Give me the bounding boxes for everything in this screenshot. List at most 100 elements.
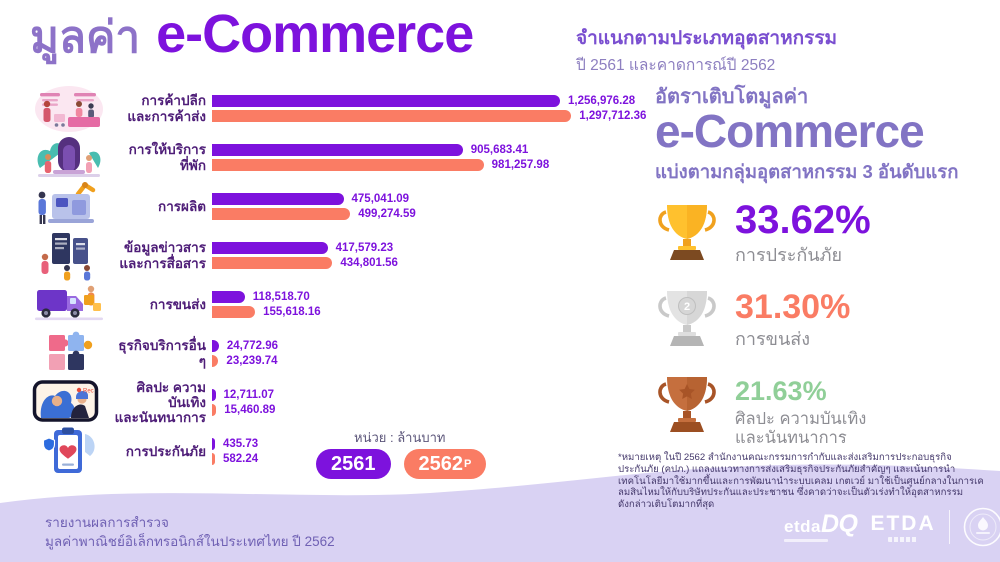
bar-group: 24,772.96 23,239.74 [212,340,643,367]
growth-heading-line1: อัตราเติบโตมูลค่า [655,86,809,108]
bar-value: 23,239.74 [226,355,278,367]
puzzle-services-icon [49,331,93,370]
bar-line: 24,772.96 [212,340,643,352]
chart-row-icon-cell [28,328,110,380]
legend-2561-label: 2561 [331,452,376,475]
rank-label: การประกันภัย [735,244,843,265]
bar-value: 118,518.70 [252,291,310,303]
bar-value: 155,618.16 [263,306,321,318]
bar-2562 [212,453,215,465]
category-label: การค้าปลีก และการค้าส่ง [127,93,206,124]
chart-row-transport: การขนส่ง 118,518.70 155,618.16 [28,280,643,329]
bar-group: 435.73 582.24 [212,438,643,465]
rank-text: 33.62% การประกันภัย [735,200,871,266]
bar-2561 [212,438,215,450]
bar-2562 [212,208,351,220]
svg-text:2: 2 [684,301,690,313]
source-note: รายงานผลการสำรวจ มูลค่าพาณิชย์อิเล็กทรอน… [45,514,335,552]
bar-2562 [212,257,333,269]
bar-chart: การค้าปลีก และการค้าส่ง 1,256,976.28 1,297… [28,84,646,476]
svg-text:Rec: Rec [83,388,94,394]
rank-percent: 31.30% [735,287,851,326]
bar-value: 417,579.23 [335,242,394,254]
bar-value: 1,297,712.36 [579,110,647,122]
factory-icon [38,181,96,224]
category-label: ธุรกิจบริการอื่น ๆ [118,338,206,369]
insurance-clipboard-icon [42,427,95,473]
chart-row-info: ข้อมูลข่าวสาร และการสื่อสาร 417,579.23 434… [28,231,643,280]
growth-rank-2: 2 31.30% การขนส่ง [655,286,999,359]
legend-2561: 2561 [316,449,391,479]
category-label: ศิลปะ ความบันเทิง และนันทนาการ [114,379,206,426]
page-title-thai: มูลค่า [30,13,141,62]
information-communication-icon [41,232,91,280]
bar-2562 [212,110,572,122]
chart-row-icon-cell [28,181,110,233]
footnote: *หมายเหตุ ในปี 2562 สำนักงานคณะกรรมการกำ… [618,452,984,511]
bar-line: 981,257.98 [212,159,643,171]
chart-legend: 2561 2562 P [316,449,487,479]
chart-row-icon-cell [28,230,110,282]
rank-label: การขนส่ง [735,328,811,349]
subtitle-line1: จำแนกตามประเภทอุตสาหกรรม [576,28,838,49]
bronze-trophy-icon [658,376,716,432]
page-title-ecommerce: e-Commerce [156,4,474,64]
bar-group: 905,683.41 981,257.98 [212,144,643,171]
legend-2562-label: 2562 [418,452,464,475]
category-label: การประกันภัย [125,443,206,459]
bar-group: 475,041.09 499,274.59 [212,193,643,220]
subtitle-line2: ปี 2561 และคาดการณ์ปี 2562 [576,56,776,74]
chart-row-icon-cell [28,84,110,134]
bar-2561 [212,144,463,156]
etda-dq-logo-text: etda [784,517,821,536]
growth-heading-ecommerce: e-Commerce [655,105,925,157]
bar-line: 499,274.59 [212,208,643,220]
bar-2562 [212,404,217,416]
bar-line: 1,297,712.36 [212,110,646,122]
trophy-cell [655,200,719,273]
etda-dq-tagline [784,539,828,542]
etda-dq-logo: etda DQ [784,512,858,542]
bar-value: 1,256,976.28 [568,95,636,107]
category-label: การให้บริการ ที่พัก [128,142,206,173]
rank-label: ศิลปะ ความบันเทิง และนันทนาการ [735,409,867,447]
growth-heading-line3: แบ่งตามกลุ่มอุตสาหกรรม 3 อันดับแรก [655,160,959,182]
royal-seal-icon [963,507,1000,547]
bar-value: 981,257.98 [491,159,550,171]
bar-value: 435.73 [223,438,259,450]
growth-rank-1: 33.62% การประกันภัย [655,200,999,273]
bar-value: 434,801.56 [340,257,398,269]
chart-row-hotel: การให้บริการ ที่พัก 905,683.41 981,257.98 [28,133,643,182]
transport-truck-icon [35,285,103,320]
retail-icon [35,85,103,132]
bar-group: 417,579.23 434,801.56 [212,242,643,269]
chart-row-retail: การค้าปลีก และการค้าส่ง 1,256,976.28 1,297… [28,84,646,134]
bar-2562 [212,306,256,318]
bar-2561 [212,242,328,254]
etda-logo-subtext [888,536,919,542]
chart-row-icon-cell: Rec [28,377,110,429]
bar-group: 12,711.07 15,460.89 [212,389,643,416]
bar-value: 499,274.59 [358,208,416,220]
silver-trophy-icon: 2 [658,290,716,346]
bar-group: 1,256,976.28 1,297,712.36 [212,95,646,122]
category-label: การผลิต [158,198,206,214]
chart-row-icon-cell [28,132,110,184]
category-label: การขนส่ง [149,296,206,312]
source-line1: รายงานผลการสำรวจ [45,515,169,530]
bar-2561 [212,95,560,107]
bar-2561 [212,389,216,401]
chart-row-insurance: การประกันภัย 435.73 582.24 [28,427,643,476]
media-recording-icon: Rec [32,379,99,422]
bar-2562 [212,159,484,171]
unit-label: หน่วย : ล้านบาท [354,430,446,445]
bar-line: 905,683.41 [212,144,643,156]
growth-rank-list: 33.62% การประกันภัย 2 31.30% การขนส่ง 21.6… [655,200,999,448]
chart-row-factory: การผลิต 475,041.09 499,274.59 [28,181,643,233]
rank-text: 21.63% ศิลปะ ความบันเทิง และนันทนาการ [735,372,866,448]
bar-2561 [212,193,344,205]
growth-panel: อัตราเติบโตมูลค่า e-Commerce แบ่งตามกลุ่… [655,86,999,448]
bar-value: 475,041.09 [351,193,410,205]
gold-trophy-icon [658,204,716,260]
